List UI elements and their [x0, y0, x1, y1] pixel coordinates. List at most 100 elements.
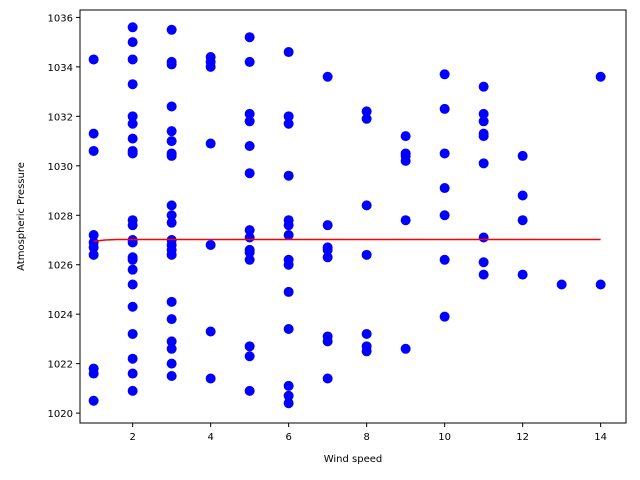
scatter-point: [127, 385, 138, 396]
scatter-point: [244, 247, 255, 258]
scatter-point: [322, 244, 333, 255]
scatter-point: [127, 111, 138, 122]
scatter-point: [127, 54, 138, 65]
x-axis-label: Wind speed: [324, 454, 383, 465]
scatter-point: [127, 301, 138, 312]
scatter-point: [244, 168, 255, 179]
scatter-point: [166, 371, 177, 382]
scatter-point: [478, 269, 489, 280]
scatter-point: [88, 230, 99, 241]
x-tick-label: 12: [516, 432, 529, 443]
scatter-point: [322, 71, 333, 82]
scatter-point: [361, 346, 372, 357]
scatter-point: [478, 158, 489, 169]
scatter-point: [127, 220, 138, 231]
scatter-point: [439, 69, 450, 80]
y-tick-label: 1032: [48, 112, 73, 123]
scatter-point: [478, 232, 489, 243]
scatter-point: [517, 269, 528, 280]
scatter-point: [127, 133, 138, 144]
scatter-point: [400, 131, 411, 142]
scatter-point: [322, 373, 333, 384]
scatter-point: [439, 183, 450, 194]
scatter-point: [244, 351, 255, 362]
scatter-point: [283, 47, 294, 58]
scatter-point: [478, 108, 489, 119]
scatter-point: [166, 343, 177, 354]
scatter-point: [127, 118, 138, 129]
scatter-point: [88, 368, 99, 379]
scatter-point: [166, 210, 177, 221]
scatter-point: [595, 71, 606, 82]
scatter-point: [127, 353, 138, 364]
scatter-point: [88, 145, 99, 156]
scatter-point: [244, 254, 255, 265]
x-tick-label: 8: [363, 432, 369, 443]
scatter-point: [244, 232, 255, 243]
scatter-point: [166, 217, 177, 228]
scatter-point: [283, 230, 294, 241]
scatter-point: [361, 106, 372, 117]
scatter-point: [283, 118, 294, 129]
scatter-point: [517, 150, 528, 161]
scatter-point: [205, 61, 216, 72]
scatter-point: [166, 101, 177, 112]
scatter-point: [439, 210, 450, 221]
scatter-point: [127, 328, 138, 339]
scatter-point: [244, 385, 255, 396]
y-tick-label: 1036: [48, 13, 73, 24]
scatter-point: [88, 54, 99, 65]
scatter-point: [478, 81, 489, 92]
scatter-point: [205, 239, 216, 250]
x-tick-label: 4: [207, 432, 213, 443]
plot-frame: [79, 9, 627, 424]
scatter-point: [127, 79, 138, 90]
scatter-point: [478, 257, 489, 268]
scatter-point: [127, 254, 138, 265]
scatter-point: [127, 279, 138, 290]
scatter-point: [517, 190, 528, 201]
scatter-point: [283, 170, 294, 181]
scatter-point: [127, 148, 138, 159]
scatter-point: [361, 200, 372, 211]
y-axis-label: Atmospheric Pressure: [16, 162, 27, 271]
scatter-point: [127, 37, 138, 48]
scatter-point: [166, 126, 177, 137]
scatter-point: [166, 59, 177, 70]
scatter-point: [322, 252, 333, 263]
scatter-point: [244, 341, 255, 352]
scatter-point: [439, 254, 450, 265]
y-tick-label: 1030: [48, 162, 73, 173]
scatter-point: [205, 326, 216, 337]
scatter-point: [283, 220, 294, 231]
scatter-point: [322, 220, 333, 231]
scatter-point: [205, 373, 216, 384]
scatter-point: [361, 113, 372, 124]
y-axis-ticks: 1020 1022 1024 1026 1028 1030 1032 1034 1036: [48, 13, 80, 420]
scatter-point: [595, 279, 606, 290]
scatter-point: [556, 279, 567, 290]
scatter-point: [400, 343, 411, 354]
scatter-point: [127, 22, 138, 33]
scatter-point: [283, 286, 294, 297]
scatter-point: [88, 242, 99, 253]
scatter-point: [244, 56, 255, 67]
scatter-point: [361, 328, 372, 339]
scatter-point: [166, 314, 177, 325]
scatter-point: [166, 249, 177, 260]
y-tick-label: 1026: [48, 261, 73, 272]
scatter-point: [205, 138, 216, 149]
y-tick-label: 1022: [48, 360, 73, 371]
fit-line: [93, 238, 601, 242]
y-tick-label: 1028: [48, 211, 73, 222]
scatter-point: [127, 264, 138, 275]
scatter-point: [283, 380, 294, 391]
scatter-point: [166, 200, 177, 211]
scatter-point: [88, 128, 99, 139]
x-tick-label: 2: [129, 432, 135, 443]
scatter-point: [283, 111, 294, 122]
scatter-point: [478, 116, 489, 127]
y-tick-label: 1034: [48, 63, 73, 74]
x-tick-label: 6: [285, 432, 291, 443]
scatter-point: [244, 225, 255, 236]
